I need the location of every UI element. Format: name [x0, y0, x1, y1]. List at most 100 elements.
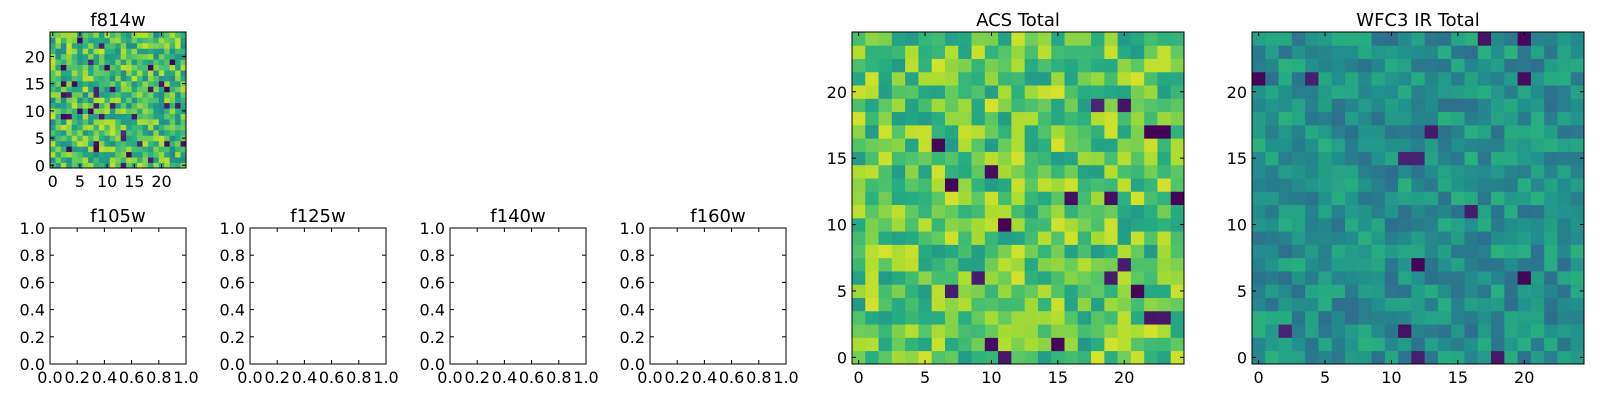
heatmap-cell — [137, 140, 143, 147]
heatmap-cell — [984, 231, 999, 245]
heatmap-cell — [93, 86, 100, 93]
heatmap-cell — [98, 32, 105, 38]
heatmap-cell — [931, 151, 946, 166]
heatmap-cell — [1451, 178, 1465, 192]
heatmap-cell — [50, 119, 56, 125]
heatmap-cell — [1011, 164, 1026, 179]
heatmap-cell — [82, 146, 89, 153]
heatmap-cell — [1344, 32, 1359, 46]
heatmap-cell — [55, 37, 62, 44]
heatmap-cell — [1051, 337, 1065, 352]
heatmap-cell — [878, 284, 893, 298]
heatmap-cell — [1252, 124, 1266, 139]
heatmap-cell — [1570, 257, 1585, 272]
heatmap-cell — [109, 37, 116, 44]
heatmap-cell — [1037, 45, 1052, 59]
heatmap-cell — [891, 244, 906, 259]
heatmap-cell — [175, 135, 181, 142]
panel-f105w: f105w 0.0 0.2 0.4 0.6 0.8 1.00.00.20.40.60.81… — [20, 206, 199, 387]
heatmap-cell — [1424, 178, 1439, 192]
heatmap-cell — [905, 178, 919, 192]
heatmap-cell — [1011, 284, 1026, 298]
heatmap-cell — [147, 140, 154, 147]
heatmap-cell — [60, 37, 67, 44]
heatmap-cell — [1024, 231, 1039, 245]
heatmap-cell — [1104, 191, 1118, 206]
heatmap-cell — [971, 191, 986, 206]
heatmap-cell — [1265, 350, 1279, 365]
heatmap-cell — [98, 113, 105, 120]
heatmap-cell — [71, 102, 78, 109]
heatmap-cell — [88, 70, 94, 76]
heatmap-cell — [115, 75, 122, 82]
axes-frame-acs-total — [851, 31, 1185, 365]
heatmap-cell — [1091, 297, 1105, 312]
heatmap-cell — [142, 129, 149, 136]
heatmap-cell — [1398, 45, 1412, 59]
heatmap-cell — [1464, 231, 1479, 245]
heatmap-cell — [71, 86, 78, 93]
heatmap-cell — [998, 111, 1012, 126]
heatmap-cell — [1557, 204, 1572, 219]
heatmap-cell — [147, 64, 154, 71]
heatmap-cell — [1491, 204, 1505, 219]
heatmap-cell — [1398, 244, 1412, 259]
heatmap-cell — [865, 191, 879, 206]
heatmap-cell — [164, 75, 171, 82]
heatmap-cell — [958, 350, 972, 365]
heatmap-cell — [878, 337, 893, 352]
heatmap-cell — [931, 284, 946, 298]
heatmap-cell — [1051, 204, 1065, 219]
heatmap-cell — [50, 113, 56, 120]
heatmap-cell — [169, 70, 176, 76]
heatmap-cell — [109, 162, 116, 169]
heatmap-cell — [971, 58, 986, 73]
heatmap-cell — [1077, 350, 1092, 365]
heatmap-cell — [1451, 98, 1465, 113]
heatmap-cell — [1411, 271, 1426, 285]
heatmap-cell — [1570, 324, 1585, 338]
heatmap-cell — [126, 86, 132, 93]
heatmap-cell — [984, 98, 999, 113]
heatmap-cell — [1305, 244, 1319, 259]
heatmap-cell — [1517, 310, 1532, 325]
heatmap-cell — [1411, 231, 1426, 245]
heatmap-cell — [1170, 324, 1185, 338]
heatmap-cell — [66, 157, 73, 163]
heatmap-cell — [126, 42, 132, 49]
heatmap-cell — [50, 86, 56, 93]
heatmap-cell — [891, 45, 906, 59]
heatmap-cell — [1170, 85, 1185, 99]
heatmap-cell — [131, 124, 138, 131]
heatmap-cell — [944, 71, 959, 86]
heatmap-cell — [1157, 257, 1172, 272]
heatmap-cell — [164, 48, 171, 55]
heatmap-cell — [1491, 257, 1505, 272]
heatmap-cell — [1130, 310, 1145, 325]
heatmap-cell — [50, 157, 56, 163]
heatmap-cell — [1278, 284, 1293, 298]
heatmap-cell — [878, 310, 893, 325]
heatmap-cell — [142, 113, 149, 120]
heatmap-cell — [1157, 178, 1172, 192]
heatmap-cell — [984, 204, 999, 219]
heatmap-cell — [1291, 217, 1306, 232]
heatmap-cell — [1570, 124, 1585, 139]
heatmap-cell — [1318, 271, 1333, 285]
heatmap-cell — [1024, 138, 1039, 152]
heatmap-cell — [1024, 164, 1039, 179]
heatmap-cell — [137, 80, 143, 87]
heatmap-cell — [142, 151, 149, 158]
heatmap-cell — [66, 80, 73, 87]
x-tick-label: 0.2 — [264, 368, 289, 387]
heatmap-cell — [1144, 271, 1158, 285]
heatmap-cell — [169, 113, 176, 120]
heatmap-cell — [1344, 271, 1359, 285]
x-tick-label: 0.6 — [119, 368, 144, 387]
heatmap-cell — [169, 80, 176, 87]
heatmap-cell — [1011, 257, 1026, 272]
heatmap-cell — [998, 324, 1012, 338]
heatmap-cell — [1530, 124, 1545, 139]
heatmap-cell — [944, 111, 959, 126]
heatmap-cell — [891, 124, 906, 139]
